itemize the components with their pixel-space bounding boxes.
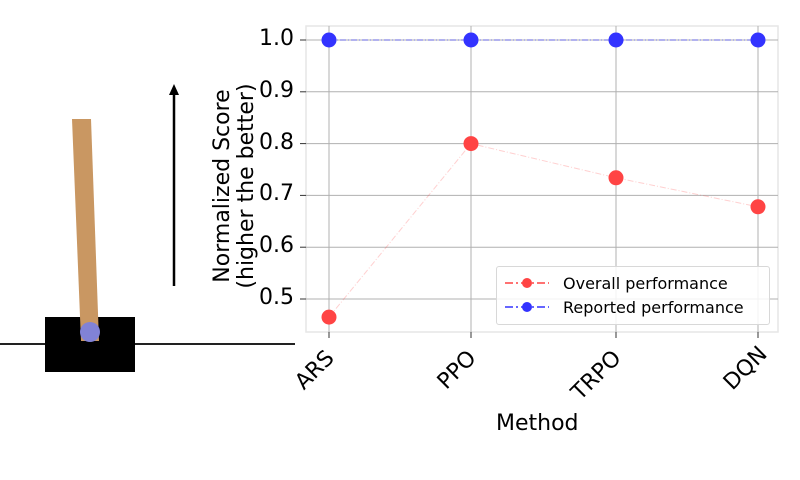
data-point [321,309,337,325]
data-point [321,32,337,48]
y-tick-label: 0.5 [259,285,294,310]
axle [80,322,100,342]
pole [72,119,99,341]
data-point [608,170,624,186]
legend: Overall performance Reported performance [496,266,770,325]
y-tick-label: 0.6 [259,233,294,259]
legend-label: Reported performance [563,297,744,317]
legend-marker-red-icon [505,278,549,288]
y-tick-label: 0.9 [259,77,294,103]
legend-item-reported: Reported performance [505,296,744,318]
y-tick-label: 0.8 [259,129,294,155]
data-point [463,136,479,152]
y-tick-label: 0.7 [259,181,294,207]
data-point [463,32,479,48]
y-tick-label: 1.0 [259,26,294,51]
data-point [750,199,766,215]
data-point [750,32,766,48]
plot-frame [305,25,779,333]
data-point [608,32,624,48]
legend-item-overall: Overall performance [505,272,728,294]
x-axis-label: Method [496,411,579,436]
series-line [328,143,759,318]
arrow-up-icon [169,84,179,286]
cartpole-illustration [0,119,295,372]
legend-label: Overall performance [563,273,728,293]
legend-marker-blue-icon [505,302,549,312]
